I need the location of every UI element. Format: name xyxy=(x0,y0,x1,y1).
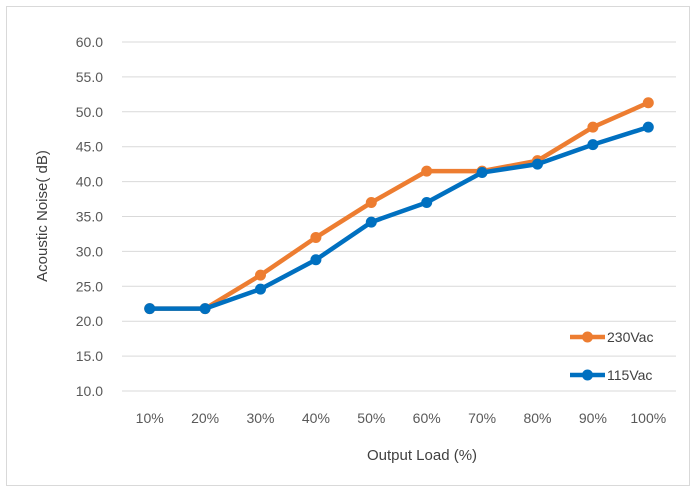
data-point xyxy=(421,197,433,209)
x-tick-label: 40% xyxy=(302,410,330,426)
data-point xyxy=(365,197,377,209)
series-line xyxy=(147,100,651,311)
data-point xyxy=(532,158,543,170)
y-tick-label: 25.0 xyxy=(76,278,103,294)
y-tick-label: 35.0 xyxy=(76,209,103,225)
legend-item-115Vac: 115Vac xyxy=(570,367,652,383)
series-115Vac xyxy=(144,121,654,315)
y-tick-label: 50.0 xyxy=(76,104,103,120)
data-point xyxy=(310,254,322,266)
x-tick-label: 70% xyxy=(468,410,496,426)
legend-marker xyxy=(582,331,593,343)
legend-label: 115Vac xyxy=(607,367,652,383)
legend: 230Vac 115Vac xyxy=(570,329,653,383)
data-point xyxy=(642,97,654,109)
x-tick-label: 80% xyxy=(523,410,551,426)
x-tick-labels: 10% 20% 30% 40% 50% 60% 70% 80% 90% 100% xyxy=(136,410,667,426)
y-tick-label: 55.0 xyxy=(76,69,103,85)
x-tick-label: 10% xyxy=(136,410,164,426)
series-group xyxy=(144,97,654,315)
x-tick-label: 60% xyxy=(413,410,441,426)
data-point xyxy=(365,216,377,228)
y-tick-label: 40.0 xyxy=(76,174,103,190)
x-tick-label: 100% xyxy=(630,410,666,426)
gridlines xyxy=(122,41,676,392)
y-axis-title: Acoustic Noise( dB) xyxy=(34,150,51,282)
legend-marker xyxy=(582,369,593,381)
legend-item-230Vac: 230Vac xyxy=(570,329,653,345)
y-tick-label: 30.0 xyxy=(76,243,103,259)
data-point xyxy=(199,303,211,315)
data-point xyxy=(255,283,266,295)
y-tick-label: 15.0 xyxy=(76,348,103,364)
data-point xyxy=(587,121,599,133)
data-point xyxy=(476,167,488,179)
chart-frame xyxy=(6,6,690,486)
x-axis-title: Output Load (%) xyxy=(367,447,477,464)
legend-label: 230Vac xyxy=(607,329,653,345)
y-tick-label: 45.0 xyxy=(76,139,103,155)
data-point xyxy=(310,231,322,243)
data-point xyxy=(587,139,599,151)
data-point xyxy=(421,165,433,177)
x-tick-label: 90% xyxy=(579,410,607,426)
y-tick-label: 60.0 xyxy=(76,34,103,50)
y-tick-labels: 10.0 15.0 20.0 25.0 30.0 35.0 40.0 45.0 50.0 55.0… xyxy=(76,34,103,399)
series-230Vac xyxy=(144,97,654,315)
y-tick-label: 20.0 xyxy=(76,313,103,329)
x-tick-label: 50% xyxy=(357,410,385,426)
data-point xyxy=(255,269,266,281)
data-point xyxy=(642,121,654,133)
y-tick-label: 10.0 xyxy=(76,383,103,399)
x-tick-label: 20% xyxy=(191,410,219,426)
series-line xyxy=(147,124,651,311)
x-tick-label: 30% xyxy=(246,410,274,426)
data-point xyxy=(144,303,156,315)
